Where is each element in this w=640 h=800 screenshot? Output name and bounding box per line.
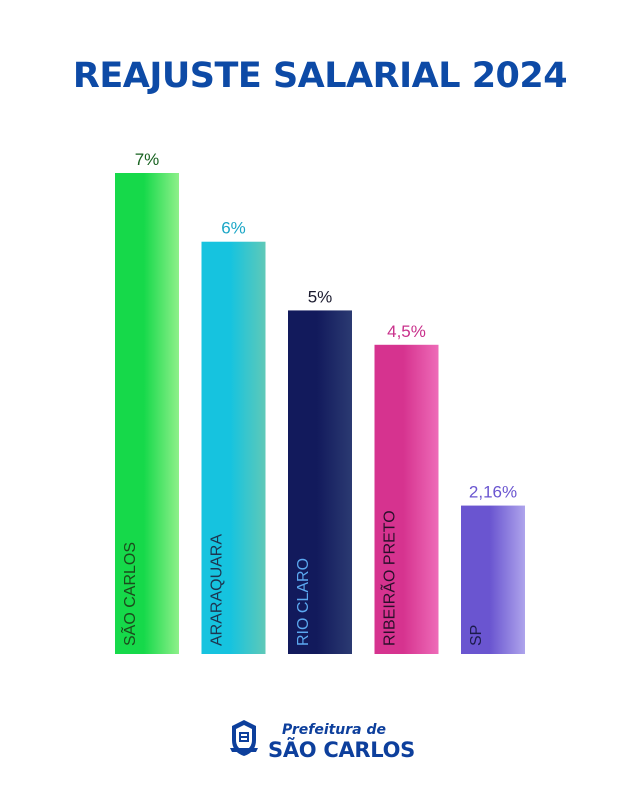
bar-chart: 7% SÃO CARLOS 6% ARARAQUARA 5% RIO CLARO 4,5% R…	[115, 150, 525, 654]
city-seal-icon	[230, 720, 258, 756]
chart-title: REAJUSTE SALARIAL 2024	[72, 56, 568, 96]
category-label-1: ARARAQUARA	[209, 534, 226, 646]
logo-line1: Prefeitura de	[282, 722, 387, 738]
value-label-0: 7%	[135, 150, 160, 169]
bar-3	[374, 344, 439, 654]
category-label-2: RIO CLARO	[295, 558, 312, 646]
bar-1	[201, 241, 266, 654]
bar-4	[461, 505, 525, 654]
category-label-0: SÃO CARLOS	[119, 542, 139, 646]
category-label-3: RIBEIRÃO PRETO	[379, 510, 399, 646]
bar-0	[115, 173, 179, 654]
footer: Prefeitura de SÃO CARLOS	[0, 716, 640, 766]
value-label-3: 4,5%	[387, 322, 426, 341]
value-label-1: 6%	[221, 219, 246, 238]
value-label-2: 5%	[308, 287, 333, 306]
bar-2	[288, 310, 352, 654]
logo-line2: SÃO CARLOS	[268, 738, 415, 762]
logo: Prefeitura de SÃO CARLOS	[268, 722, 415, 762]
value-label-4: 2,16%	[469, 483, 517, 502]
category-label-4: SP	[468, 625, 485, 646]
